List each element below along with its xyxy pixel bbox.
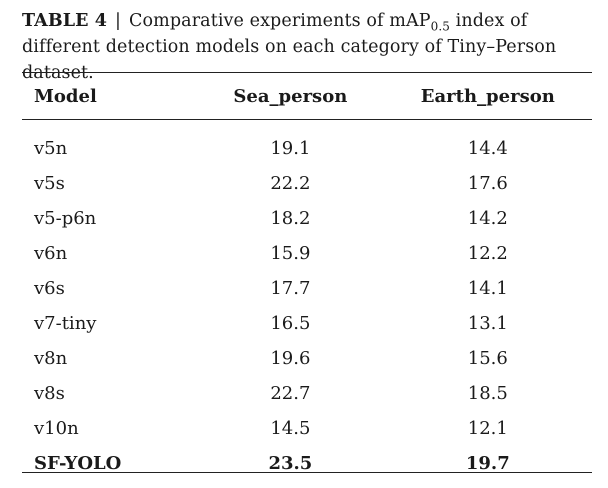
caption-text-rest: index of different detection models on e… [22, 11, 557, 83]
cell-sea-person: 22.7 [270, 383, 311, 404]
table-bottom-rule [22, 472, 592, 473]
cell-model: v5n [34, 138, 68, 159]
cell-model: v5-p6n [34, 208, 97, 229]
cell-sea-person: 15.9 [270, 243, 311, 264]
header-model: Model [34, 85, 97, 107]
cell-earth-person: 14.1 [467, 278, 508, 299]
table-row: v6n 15.9 12.2 [22, 236, 592, 271]
cell-earth-person: 12.2 [467, 243, 508, 264]
table-row: v10n 14.5 12.1 [22, 411, 592, 446]
table-row: v5n 19.1 14.4 [22, 131, 592, 166]
cell-model: v6s [34, 278, 65, 299]
cell-earth-person: 14.4 [467, 138, 508, 159]
table-row: v7-tiny 16.5 13.1 [22, 306, 592, 341]
cell-model: v10n [34, 418, 79, 439]
table-row: v5-p6n 18.2 14.2 [22, 201, 592, 236]
table-row: v8n 19.6 15.6 [22, 341, 592, 376]
cell-earth-person: 17.6 [467, 173, 508, 194]
header-earth-person: Earth_person [420, 85, 555, 107]
cell-sea-person: 22.2 [270, 173, 311, 194]
cell-sea-person: 18.2 [270, 208, 311, 229]
cell-sea-person: 23.5 [268, 453, 313, 474]
cell-earth-person: 14.2 [467, 208, 508, 229]
caption-subscript: 0.5 [430, 19, 450, 34]
cell-sea-person: 14.5 [270, 418, 311, 439]
table-row: v8s 22.7 18.5 [22, 376, 592, 411]
cell-earth-person: 19.7 [465, 453, 510, 474]
caption-separator: | [115, 11, 122, 31]
cell-model: v8n [34, 348, 68, 369]
cell-model: v5s [34, 173, 65, 194]
table-caption: TABLE 4 | Comparative experiments of mAP0.… [22, 8, 602, 86]
table-top-rule [22, 72, 592, 73]
header-sea-person: Sea_person [233, 85, 348, 107]
table-row: v5s 22.2 17.6 [22, 166, 592, 201]
table-spacer [22, 119, 592, 131]
table-row: SF-YOLO 23.5 19.7 [22, 446, 592, 481]
cell-model: v8s [34, 383, 65, 404]
cell-earth-person: 15.6 [467, 348, 508, 369]
cell-earth-person: 12.1 [467, 418, 508, 439]
cell-model: v6n [34, 243, 68, 264]
table-row: v6s 17.7 14.1 [22, 271, 592, 306]
cell-earth-person: 13.1 [467, 313, 508, 334]
caption-text: Comparative experiments of mAP [129, 11, 431, 31]
header-row: Model Sea_person Earth_person [22, 73, 592, 119]
cell-sea-person: 17.7 [270, 278, 311, 299]
cell-model: SF-YOLO [34, 453, 122, 474]
cell-sea-person: 19.6 [270, 348, 311, 369]
cell-sea-person: 19.1 [270, 138, 311, 159]
cell-model: v7-tiny [34, 313, 97, 334]
results-table: Model Sea_person Earth_person v5n 19.1 14.… [22, 73, 592, 481]
cell-earth-person: 18.5 [467, 383, 508, 404]
table-body: v5n 19.1 14.4 v5s 22.2 17.6 v5-p6n 18.2 14.2 v6n 1… [22, 119, 592, 481]
table-header-rule [22, 119, 592, 120]
cell-sea-person: 16.5 [270, 313, 311, 334]
table-label: TABLE 4 [22, 11, 108, 31]
